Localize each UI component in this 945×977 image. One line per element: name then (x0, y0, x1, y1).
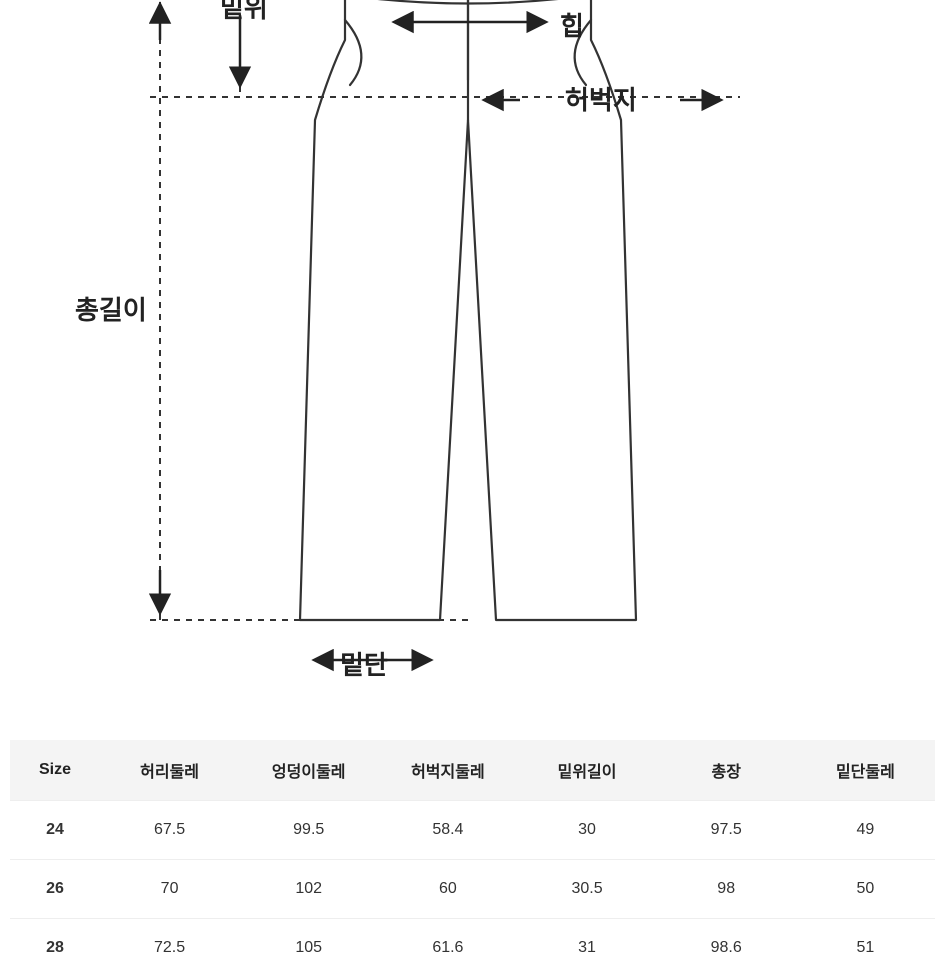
table-header-row: Size 허리둘레 엉덩이둘레 허벅지둘레 밑위길이 총장 밑단둘레 (10, 740, 935, 801)
label-hip: 힙 (560, 6, 584, 43)
col-total: 총장 (657, 740, 796, 801)
col-waist: 허리둘레 (100, 740, 239, 801)
table-row: 24 67.5 99.5 58.4 30 97.5 49 (10, 801, 935, 860)
label-hem: 밑단 (340, 645, 388, 682)
label-rise: 밑위 (220, 0, 268, 25)
pants-size-diagram: 밑위 힙 허벅지 총길이 밑단 (0, 0, 945, 720)
table-row: 28 72.5 105 61.6 31 98.6 51 (10, 919, 935, 977)
col-size: Size (10, 740, 100, 801)
col-hip: 엉덩이둘레 (239, 740, 378, 801)
col-thigh: 허벅지둘레 (378, 740, 517, 801)
col-hem: 밑단둘레 (796, 740, 935, 801)
size-table: Size 허리둘레 엉덩이둘레 허벅지둘레 밑위길이 총장 밑단둘레 24 67… (10, 740, 935, 977)
col-rise: 밑위길이 (517, 740, 656, 801)
pants-svg (0, 0, 945, 720)
size-table-container: Size 허리둘레 엉덩이둘레 허벅지둘레 밑위길이 총장 밑단둘레 24 67… (0, 740, 945, 977)
label-thigh: 허벅지 (565, 80, 637, 117)
label-total-length: 총길이 (75, 290, 147, 327)
table-row: 26 70 102 60 30.5 98 50 (10, 860, 935, 919)
